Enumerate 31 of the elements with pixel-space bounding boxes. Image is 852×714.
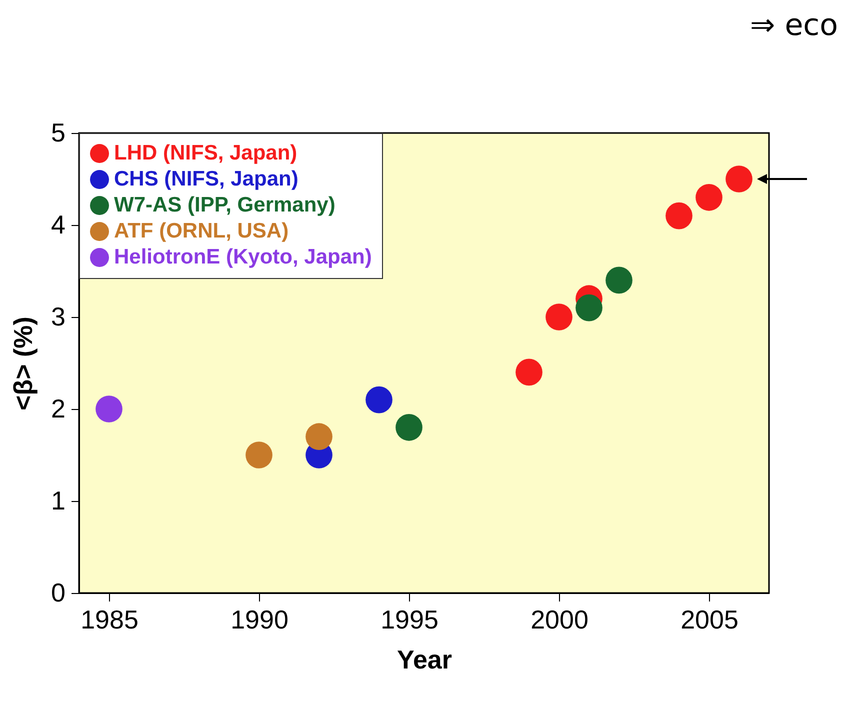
legend-label: CHS (NIFS, Japan) [114,168,298,190]
point [666,202,692,230]
y-tick-label: 1 [51,486,66,516]
x-tick-label: 2005 [680,604,738,634]
legend-label: LHD (NIFS, Japan) [114,142,298,164]
point [576,294,602,322]
legend-label: W7-AS (IPP, Germany) [114,194,336,216]
y-tick-label: 3 [51,302,66,332]
point [396,414,422,441]
x-tick-label: 1995 [380,604,438,634]
point [696,184,722,211]
point [366,386,392,414]
y-tick-label: 4 [51,210,66,240]
text: ⇒ eco [750,8,838,43]
y-axis-title: <β> (%) [8,316,38,410]
point [306,423,332,450]
x-tick-label: 1985 [80,604,138,634]
point [546,304,572,330]
y-tick-label: 0 [51,578,66,608]
y-tick-label: 2 [51,394,66,424]
x-tick-label: 2000 [530,604,588,634]
x-axis-title: Year [397,644,452,674]
point [726,166,752,192]
point [246,442,272,468]
x-tick-label: 1990 [230,604,288,634]
legend-label: HeliotronE (Kyoto, Japan) [114,246,372,268]
point [606,266,632,294]
point [516,358,542,386]
point [96,396,122,422]
y-tick-label: 5 [51,118,66,148]
legend-label: ATF (ORNL, USA) [114,220,289,242]
